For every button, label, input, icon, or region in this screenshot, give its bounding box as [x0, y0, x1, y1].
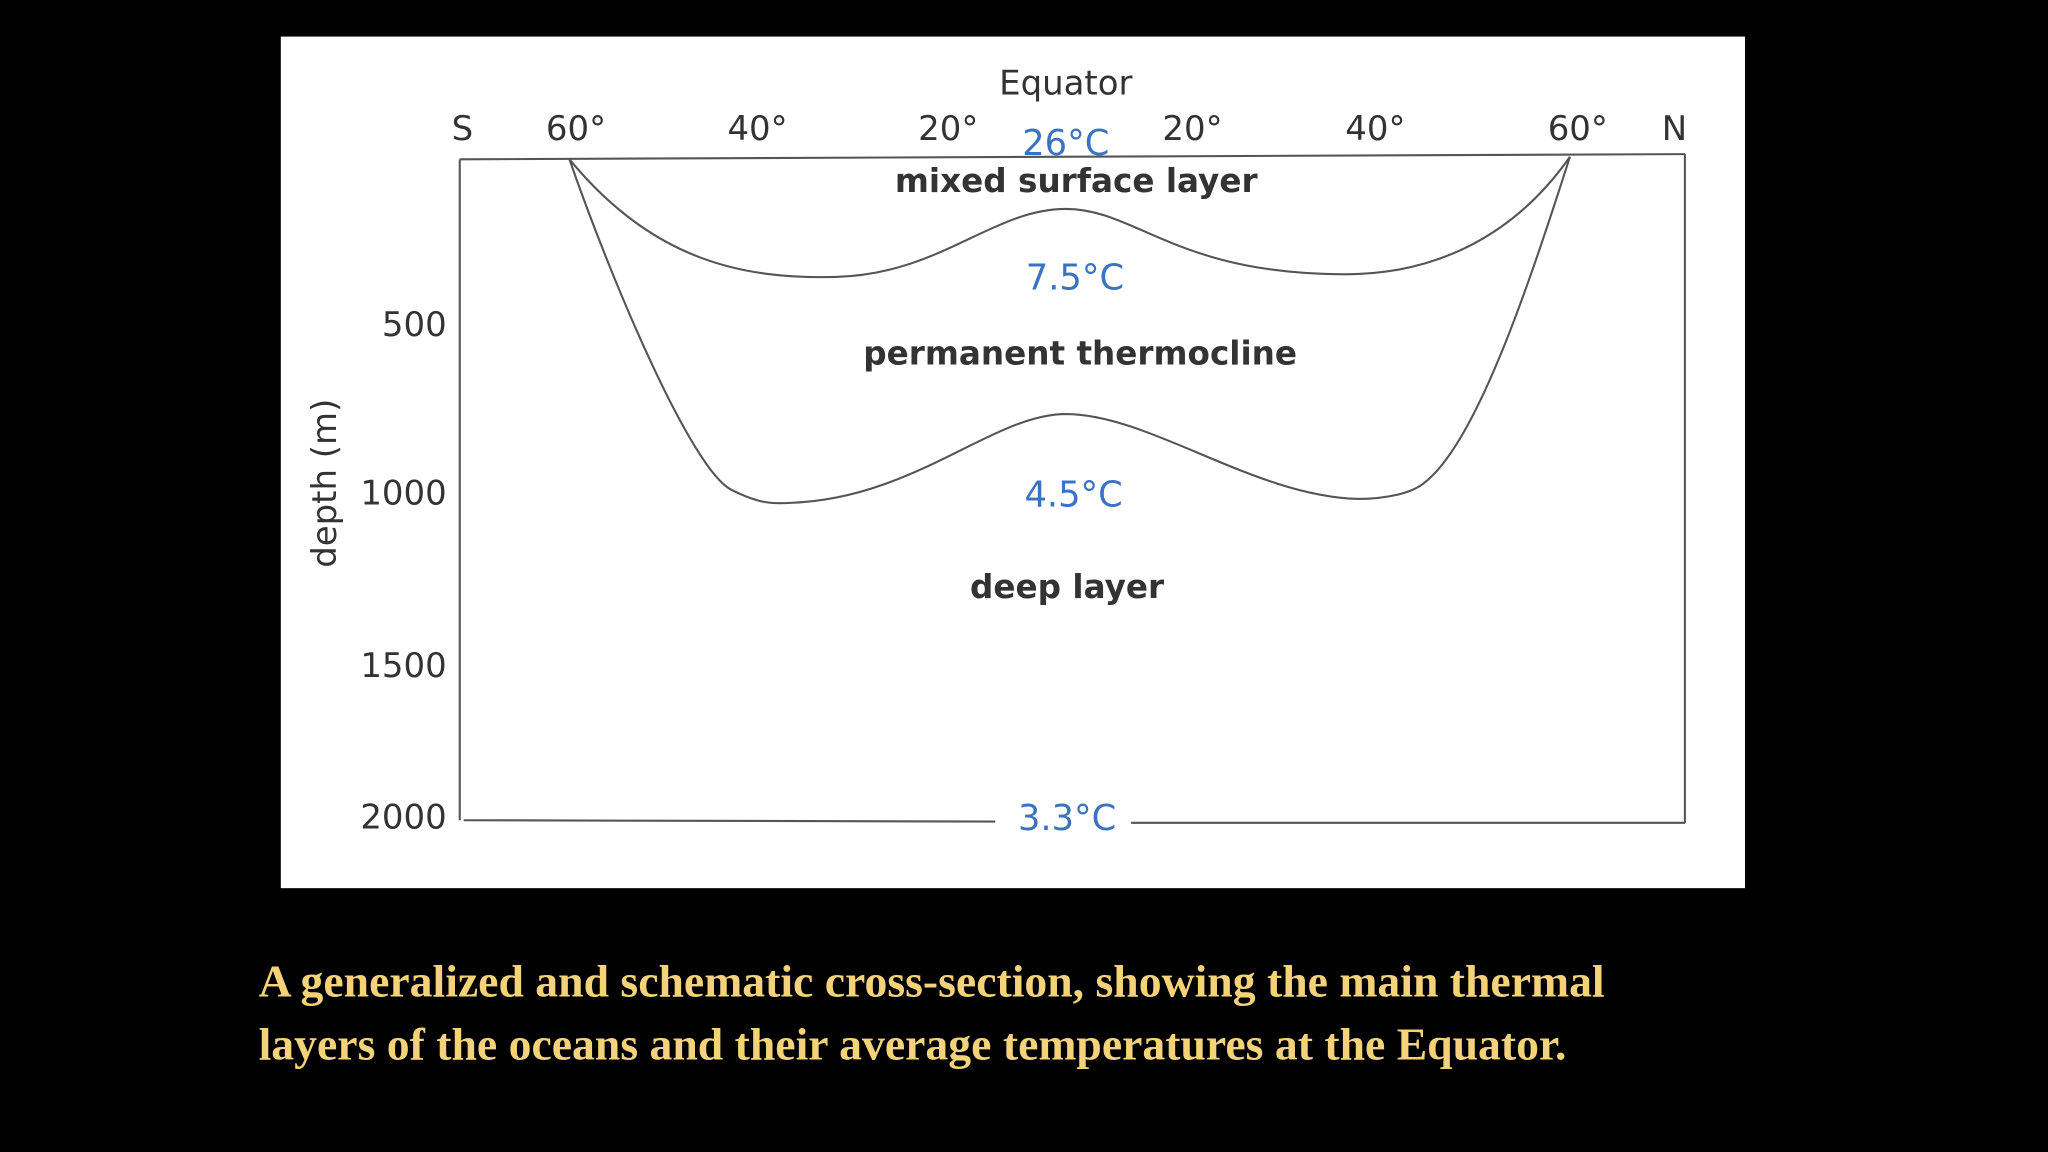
diagram-panel [280, 36, 1745, 889]
latitude-label: 40° [727, 109, 787, 149]
depth-label: 1000 [360, 474, 446, 514]
caption-line: A generalized and schematic cross-sectio… [259, 956, 1605, 1007]
depth-label: 2000 [360, 797, 446, 837]
depth-labels: 500 1000 1500 2000 [360, 305, 446, 837]
latitude-label: 40° [1345, 109, 1405, 149]
equator-label: Equator [999, 63, 1132, 103]
layer-label: mixed surface layer [895, 162, 1258, 200]
surface-line [459, 153, 1685, 161]
latitude-label: 20° [1162, 109, 1222, 149]
temperature-label: 26°C [1022, 123, 1109, 164]
thermocline-bottom-curve [568, 156, 1571, 505]
layer-label: deep layer [970, 568, 1164, 606]
caption-line: layers of the oceans and their average t… [259, 1018, 1567, 1069]
depth-label: 1500 [360, 646, 446, 686]
latitude-label: N [1662, 109, 1687, 149]
bottom-line [463, 819, 996, 823]
box [458, 153, 1686, 824]
depth-label: 500 [382, 305, 447, 345]
layer-label: permanent thermocline [863, 334, 1297, 372]
temperature-label: 4.5°C [1024, 474, 1122, 515]
thermocline-top-curve [568, 156, 1571, 279]
temperature-label: 3.3°C [1018, 798, 1116, 839]
latitude-label: 60° [546, 109, 606, 149]
depth-axis-label: depth (m) [305, 399, 345, 568]
latitude-labels: S 60° 40° 20° 20° 40° 60° N [452, 109, 1688, 149]
latitude-label: 60° [1548, 109, 1608, 149]
latitude-label: 20° [918, 109, 978, 149]
latitude-label: S [452, 109, 474, 149]
temperature-label: 7.5°C [1026, 258, 1124, 299]
